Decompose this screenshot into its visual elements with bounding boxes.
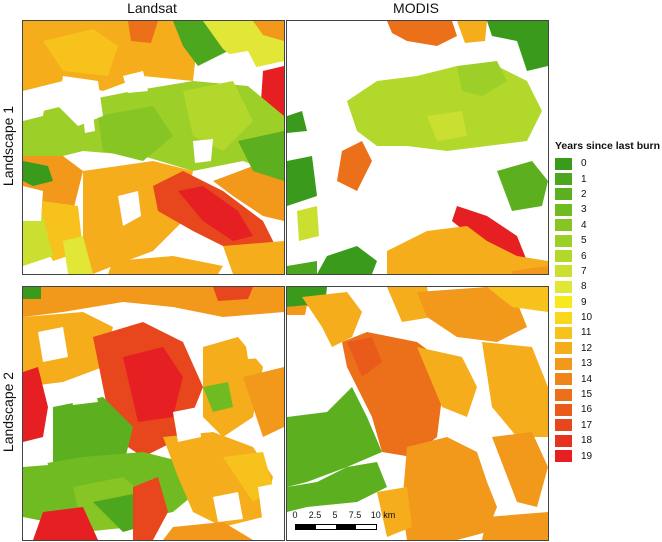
map-panel-landsat-landscape-2	[22, 286, 285, 541]
legend-swatch	[555, 326, 572, 339]
legend-swatch	[555, 250, 572, 263]
legend-item: 0	[555, 156, 660, 171]
legend-label: 8	[581, 281, 587, 293]
legend-label: 11	[581, 327, 592, 339]
legend: Years since last burn 0 1 2 3 4 5 6 7 8 9 10 11 12 13…	[555, 140, 660, 464]
legend-item: 12	[555, 341, 660, 356]
legend-label: 6	[581, 250, 587, 262]
legend-label: 1	[581, 173, 587, 185]
legend-label: 0	[581, 158, 587, 170]
legend-swatch	[555, 188, 572, 201]
scale-tick-label: 7.5	[348, 510, 362, 520]
row-title-landscape-1: Landscape 1	[0, 105, 16, 187]
legend-swatch	[555, 450, 572, 463]
legend-label: 12	[581, 342, 593, 354]
row-title-landscape-2: Landscape 2	[0, 371, 16, 453]
legend-swatch	[555, 403, 572, 416]
legend-label: 14	[581, 373, 593, 385]
legend-item: 6	[555, 248, 660, 263]
legend-label: 9	[581, 296, 587, 308]
map-panel-landsat-landscape-1	[22, 20, 285, 275]
legend-swatch	[555, 173, 572, 186]
legend-swatch	[555, 234, 572, 247]
legend-item: 17	[555, 418, 660, 433]
legend-swatch	[555, 357, 572, 370]
legend-item: 5	[555, 233, 660, 248]
column-title-modis: MODIS	[393, 0, 439, 16]
column-title-landsat: Landsat	[127, 0, 177, 16]
scale-tick-label: 0	[292, 510, 298, 520]
legend-label: 18	[581, 435, 593, 447]
legend-swatch	[555, 219, 572, 232]
legend-label: 16	[581, 404, 593, 416]
legend-item: 8	[555, 279, 660, 294]
legend-item: 13	[555, 356, 660, 371]
legend-item: 1	[555, 171, 660, 186]
legend-label: 15	[581, 389, 593, 401]
legend-swatch	[555, 388, 572, 401]
scale-tick-label: 5	[332, 510, 338, 520]
legend-label: 19	[581, 450, 593, 462]
scale-bar-graphic	[295, 524, 377, 530]
legend-item: 4	[555, 218, 660, 233]
legend-item: 9	[555, 295, 660, 310]
scale-bar: 0 2.5 5 7.5 10 km	[292, 510, 405, 536]
legend-label: 4	[581, 219, 587, 231]
legend-item: 11	[555, 325, 660, 340]
legend-swatch	[555, 373, 572, 386]
legend-item: 14	[555, 371, 660, 386]
legend-label: 13	[581, 358, 593, 370]
legend-item: 15	[555, 387, 660, 402]
legend-label: 17	[581, 419, 593, 431]
legend-label: 10	[581, 312, 593, 324]
scale-tick-label: 2.5	[308, 510, 322, 520]
map-panel-modis-landscape-2: 0 2.5 5 7.5 10 km	[286, 286, 549, 541]
map-panel-modis-landscape-1	[286, 20, 549, 275]
legend-swatch	[555, 280, 572, 293]
legend-swatch	[555, 296, 572, 309]
legend-label: 7	[581, 265, 587, 277]
legend-swatch	[555, 157, 572, 170]
legend-label: 5	[581, 235, 587, 247]
legend-label: 2	[581, 188, 587, 200]
legend-item: 3	[555, 202, 660, 217]
legend-items: 0 1 2 3 4 5 6 7 8 9 10 11 12 13 14 15 16 17 18 19	[555, 156, 660, 464]
legend-title: Years since last burn	[555, 140, 661, 152]
legend-item: 18	[555, 433, 660, 448]
scale-tick-label: 10 km	[370, 510, 396, 520]
legend-swatch	[555, 265, 572, 278]
legend-label: 3	[581, 204, 587, 216]
legend-item: 2	[555, 187, 660, 202]
legend-item: 10	[555, 310, 660, 325]
legend-item: 7	[555, 264, 660, 279]
legend-swatch	[555, 342, 572, 355]
legend-swatch	[555, 419, 572, 432]
legend-item: 19	[555, 448, 660, 463]
legend-item: 16	[555, 402, 660, 417]
legend-swatch	[555, 311, 572, 324]
legend-swatch	[555, 434, 572, 447]
legend-swatch	[555, 203, 572, 216]
